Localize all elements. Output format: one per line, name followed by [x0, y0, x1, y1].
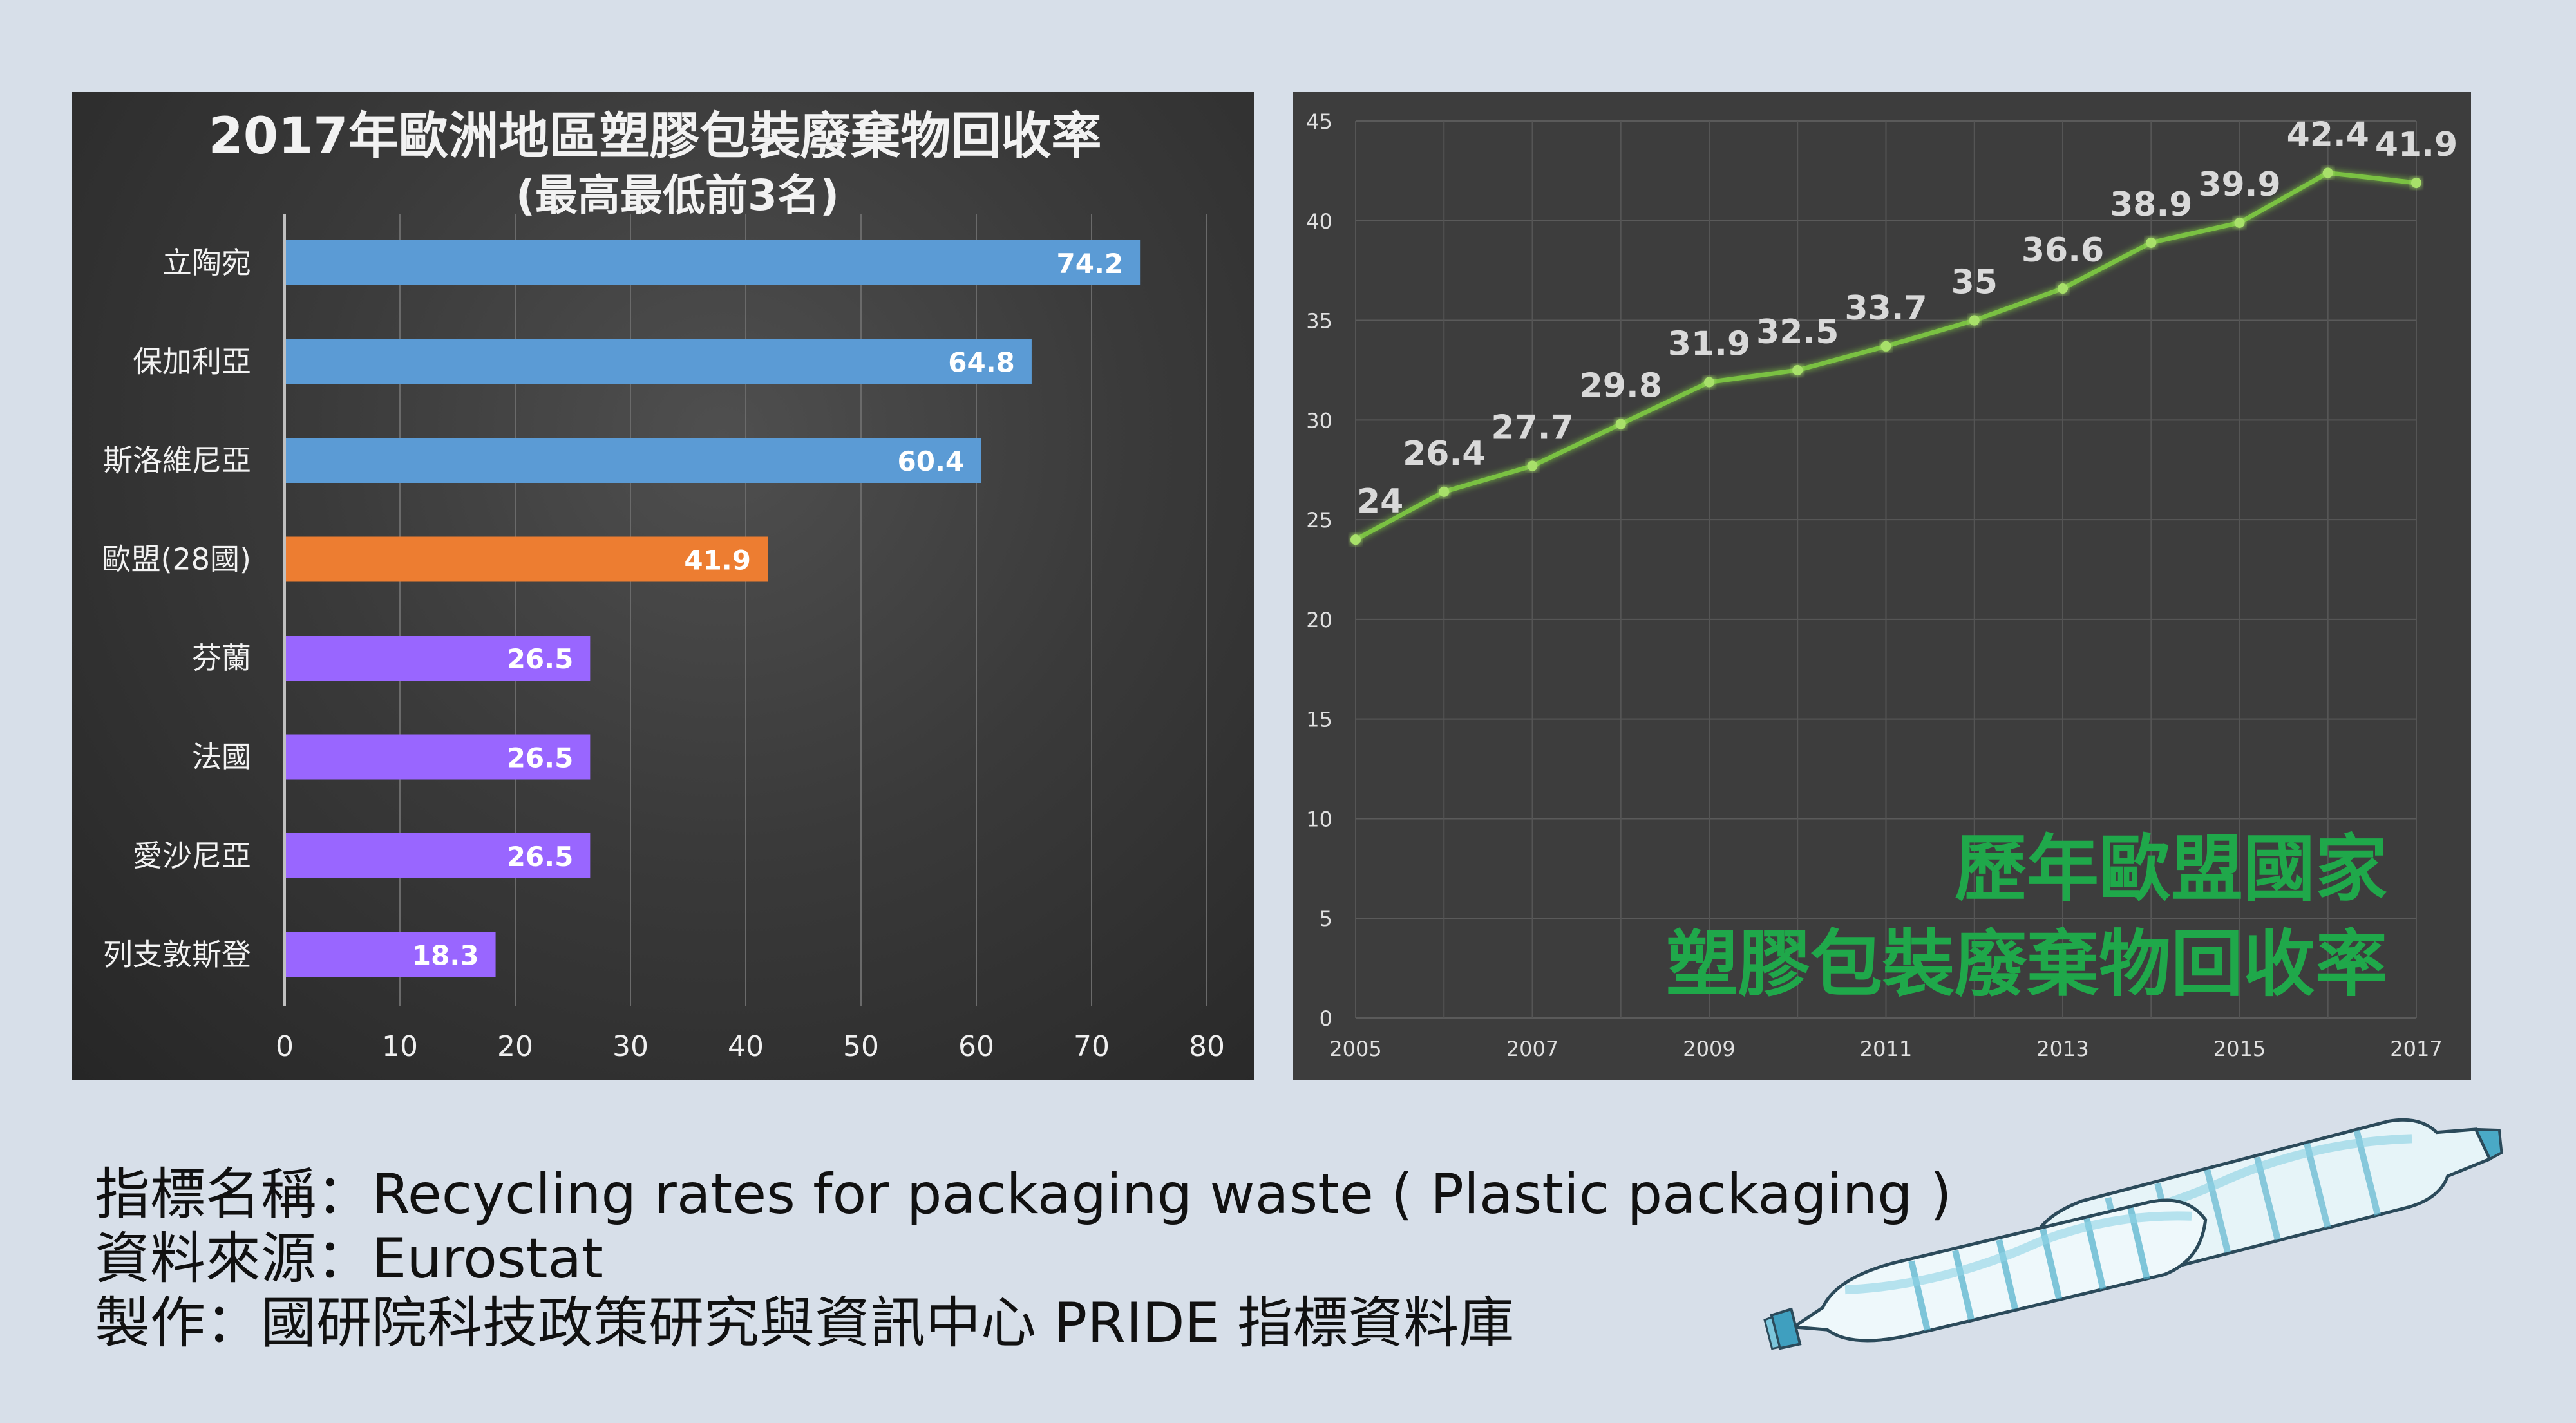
line-x-tick-label: 2009: [1683, 1037, 1735, 1061]
bar-x-tick-label: 10: [382, 1030, 418, 1063]
line-point: [1880, 341, 1891, 352]
producer-text: 製作：國研院科技政策研究與資訊中心 PRIDE 指標資料庫: [95, 1291, 1515, 1355]
line-y-tick-label: 25: [1306, 508, 1332, 532]
line-data-label: 31.9: [1668, 325, 1750, 364]
line-point: [1704, 377, 1714, 388]
line-point: [1792, 364, 1803, 375]
line-data-label: 24: [1357, 482, 1403, 521]
line-y-tick-label: 0: [1320, 1006, 1332, 1031]
bar-x-tick-label: 60: [958, 1030, 994, 1063]
indicator-name-text: 指標名稱：Recycling rates for packaging waste…: [95, 1162, 1952, 1227]
plastic-bottles-illustration: [1763, 1118, 2503, 1350]
bar-chart-subtitle: (最高最低前3名): [516, 171, 839, 220]
line-y-tick-label: 40: [1306, 209, 1332, 234]
bar-value-label: 18.3: [412, 940, 479, 972]
line-data-label: 33.7: [1844, 289, 1927, 328]
bar-category-label: 歐盟(28國): [102, 542, 251, 577]
line-chart: 0 5 10 15 20 25 30 35 40 45 2005 2007 2009 2011 2013 20…: [1306, 109, 2458, 1061]
bar-category-label: 保加利亞: [133, 344, 251, 379]
line-data-label: 32.5: [1756, 313, 1839, 352]
line-y-tick-label: 35: [1306, 309, 1332, 334]
bar-x-tick-label: 70: [1074, 1030, 1110, 1063]
bar-category-label: 斯洛維尼亞: [103, 443, 251, 478]
line-data-label: 41.9: [2375, 126, 2458, 164]
bar-value-label: 64.8: [948, 347, 1015, 379]
line-point: [1439, 486, 1450, 497]
bar: [285, 339, 1032, 384]
bar-x-tick-label: 80: [1189, 1030, 1225, 1063]
line-x-tick-label: 2011: [1860, 1037, 1912, 1061]
bar-category-label: 列支敦斯登: [103, 938, 251, 972]
bar-chart: 2017年歐洲地區塑膠包裝廢棄物回收率 (最高最低前3名) 立陶宛 74.2 保加利…: [102, 108, 1225, 1063]
bottle-front-icon: [1763, 1198, 2208, 1350]
line-x-tick-label: 2013: [2036, 1037, 2088, 1061]
line-point: [1350, 534, 1361, 545]
line-data-label: 39.9: [2198, 165, 2280, 204]
line-data-label: 38.9: [2110, 185, 2192, 224]
line-point: [1527, 460, 1538, 471]
bar-x-tick-label: 30: [612, 1030, 649, 1063]
bar-value-label: 26.5: [507, 742, 574, 774]
line-y-tick-label: 45: [1306, 109, 1332, 134]
bar-x-tick-label: 50: [843, 1030, 879, 1063]
bar-value-label: 26.5: [507, 841, 574, 872]
bar: [285, 734, 591, 780]
line-chart-panel: 0 5 10 15 20 25 30 35 40 45 2005 2007 2009 2011 2013 20…: [1293, 92, 2471, 1080]
bar-value-label: 26.5: [507, 643, 574, 675]
bar: [285, 636, 591, 681]
bar: [285, 536, 768, 582]
line-point: [1615, 419, 1626, 429]
bar-chart-title: 2017年歐洲地區塑膠包裝廢棄物回收率: [208, 108, 1101, 165]
line-point: [2058, 283, 2068, 294]
line-x-tick-label: 2005: [1329, 1037, 1381, 1061]
line-data-label: 36.6: [2022, 231, 2104, 270]
bar-x-tick-label: 20: [497, 1030, 533, 1063]
bar: [285, 833, 591, 878]
bar-x-tick-label: 40: [728, 1030, 764, 1063]
line-x-tick-label: 2017: [2390, 1037, 2442, 1061]
line-data-label: 27.7: [1491, 409, 1573, 448]
line-point: [2411, 177, 2421, 188]
line-data-label: 42.4: [2287, 115, 2369, 154]
bar-x-tick-label: 0: [276, 1030, 294, 1063]
bar: [285, 240, 1141, 285]
bar: [285, 932, 496, 977]
line-point: [1969, 315, 1980, 326]
bar-chart-panel: 2017年歐洲地區塑膠包裝廢棄物回收率 (最高最低前3名) 立陶宛 74.2 保加利…: [72, 92, 1254, 1080]
bar-value-label: 60.4: [898, 446, 965, 477]
bar-category-label: 芬蘭: [192, 641, 251, 675]
bar-value-label: 74.2: [1057, 248, 1124, 279]
line-y-tick-label: 10: [1306, 807, 1332, 831]
line-y-tick-label: 30: [1306, 408, 1332, 433]
line-data-label: 29.8: [1580, 367, 1662, 406]
bar-value-label: 41.9: [684, 545, 751, 576]
bar: [285, 438, 981, 483]
bar-category-label: 立陶宛: [162, 245, 251, 280]
line-point: [2234, 217, 2245, 228]
bar-category-label: 愛沙尼亞: [133, 838, 251, 873]
line-chart-title-line-2: 塑膠包裝廢棄物回收率: [1666, 923, 2387, 1006]
line-point: [2322, 167, 2333, 178]
line-y-tick-label: 5: [1320, 907, 1332, 931]
line-y-tick-label: 15: [1306, 708, 1332, 732]
line-point: [2146, 237, 2157, 248]
line-x-tick-label: 2015: [2213, 1037, 2266, 1061]
line-data-label: 26.4: [1403, 435, 1485, 473]
data-source-text: 資料來源：Eurostat: [95, 1227, 603, 1291]
bar-category-label: 法國: [192, 740, 251, 775]
line-data-label: 35: [1951, 263, 1998, 302]
line-chart-title-line-1: 歷年歐盟國家: [1955, 827, 2387, 911]
line-y-tick-label: 20: [1306, 608, 1332, 632]
line-x-tick-label: 2007: [1506, 1037, 1558, 1061]
